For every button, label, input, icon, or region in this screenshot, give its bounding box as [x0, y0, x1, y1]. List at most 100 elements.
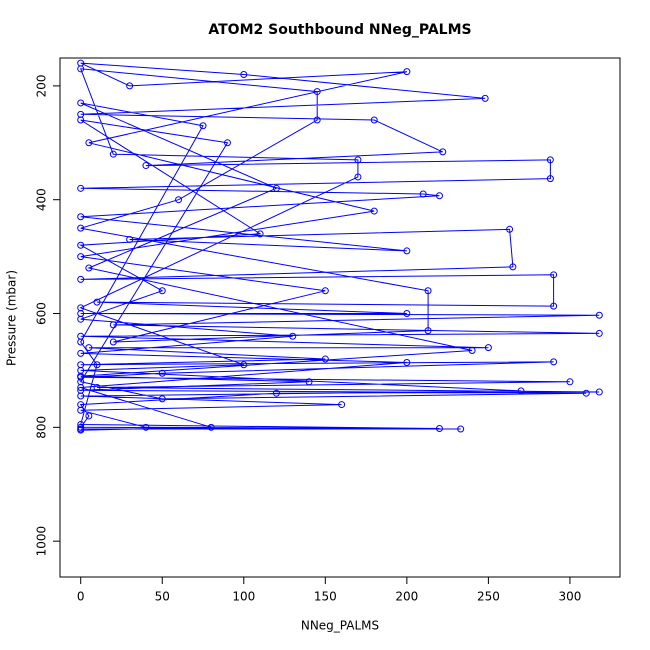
data-point: [435, 192, 443, 200]
data-point: [77, 383, 85, 391]
data-point: [468, 347, 476, 355]
data-point: [550, 271, 558, 279]
data-point: [158, 369, 166, 377]
data-point: [142, 162, 150, 170]
data-point: [354, 156, 362, 164]
data-point: [77, 253, 85, 261]
data-point: [77, 315, 85, 323]
data-point: [403, 358, 411, 366]
data-point: [77, 423, 85, 431]
data-point: [77, 65, 85, 73]
data-point: [77, 386, 85, 394]
data-point: [546, 175, 554, 183]
data-point: [313, 116, 321, 124]
data-point: [175, 196, 183, 204]
data-point: [424, 327, 432, 335]
data-point: [582, 389, 590, 397]
data-point: [77, 116, 85, 124]
plot-frame: [59, 57, 621, 578]
data-point: [240, 361, 248, 369]
data-point: [256, 230, 264, 238]
data-point: [199, 122, 207, 130]
data-point: [419, 190, 427, 198]
chart-title: ATOM2 Southbound NNeg_PALMS: [208, 22, 471, 38]
data-point: [85, 139, 93, 147]
y-axis-label: Pressure (mbar): [5, 270, 19, 366]
data-point: [77, 184, 85, 192]
data-point: [305, 378, 313, 386]
y-tick-label: 400: [35, 188, 49, 211]
x-tick-label: 0: [77, 590, 85, 604]
data-point: [109, 150, 117, 158]
data-point: [338, 401, 346, 409]
data-point: [595, 329, 603, 337]
data-point: [506, 225, 514, 233]
x-tick-label: 150: [314, 590, 337, 604]
data-point: [109, 338, 117, 346]
data-point: [142, 423, 150, 431]
data-point: [85, 264, 93, 272]
data-point: [77, 224, 85, 232]
data-point: [595, 311, 603, 319]
data-point: [77, 406, 85, 414]
data-point: [93, 298, 101, 306]
data-point: [313, 88, 321, 96]
data-point: [354, 173, 362, 181]
data-point: [126, 236, 134, 244]
data-point: [403, 310, 411, 318]
data-point: [77, 426, 85, 434]
data-point: [403, 68, 411, 76]
data-line: [78, 62, 600, 431]
data-point: [93, 361, 101, 369]
data-point: [77, 213, 85, 221]
data-point: [595, 388, 603, 396]
data-point: [207, 423, 215, 431]
data-point: [566, 378, 574, 386]
data-point: [158, 395, 166, 403]
data-point: [77, 275, 85, 283]
data-point: [158, 287, 166, 295]
x-tick-label: 100: [232, 590, 255, 604]
data-point: [272, 389, 280, 397]
x-tick-label: 300: [558, 590, 581, 604]
y-tick-label: 800: [35, 416, 49, 439]
data-point: [550, 302, 558, 310]
data-point: [550, 358, 558, 366]
data-point: [321, 355, 329, 363]
x-tick-label: 250: [477, 590, 500, 604]
data-point: [509, 263, 517, 271]
data-point: [85, 344, 93, 352]
data-point: [403, 247, 411, 255]
data-point: [240, 71, 248, 79]
data-point: [223, 139, 231, 147]
data-point: [77, 304, 85, 312]
data-point: [484, 344, 492, 352]
data-point: [289, 332, 297, 340]
y-tick-label: 200: [35, 74, 49, 97]
data-point: [85, 412, 93, 420]
data-point: [424, 287, 432, 295]
x-tick-label: 200: [395, 590, 418, 604]
data-point: [439, 148, 447, 156]
data-point: [435, 424, 443, 432]
x-axis-label: NNeg_PALMS: [301, 619, 379, 633]
data-point: [370, 207, 378, 215]
data-point: [370, 116, 378, 124]
data-point: [109, 321, 117, 329]
data-point: [517, 387, 525, 395]
data-point: [457, 425, 465, 433]
data-point: [321, 287, 329, 295]
y-tick-label: 1000: [35, 526, 49, 557]
data-point: [77, 99, 85, 107]
data-point: [126, 82, 134, 90]
data-point: [272, 184, 280, 192]
data-point: [77, 338, 85, 346]
y-tick-label: 600: [35, 302, 49, 325]
data-point: [481, 94, 489, 102]
data-point: [546, 156, 554, 164]
data-point: [77, 241, 85, 249]
data-point: [77, 349, 85, 357]
data-point: [93, 383, 101, 391]
